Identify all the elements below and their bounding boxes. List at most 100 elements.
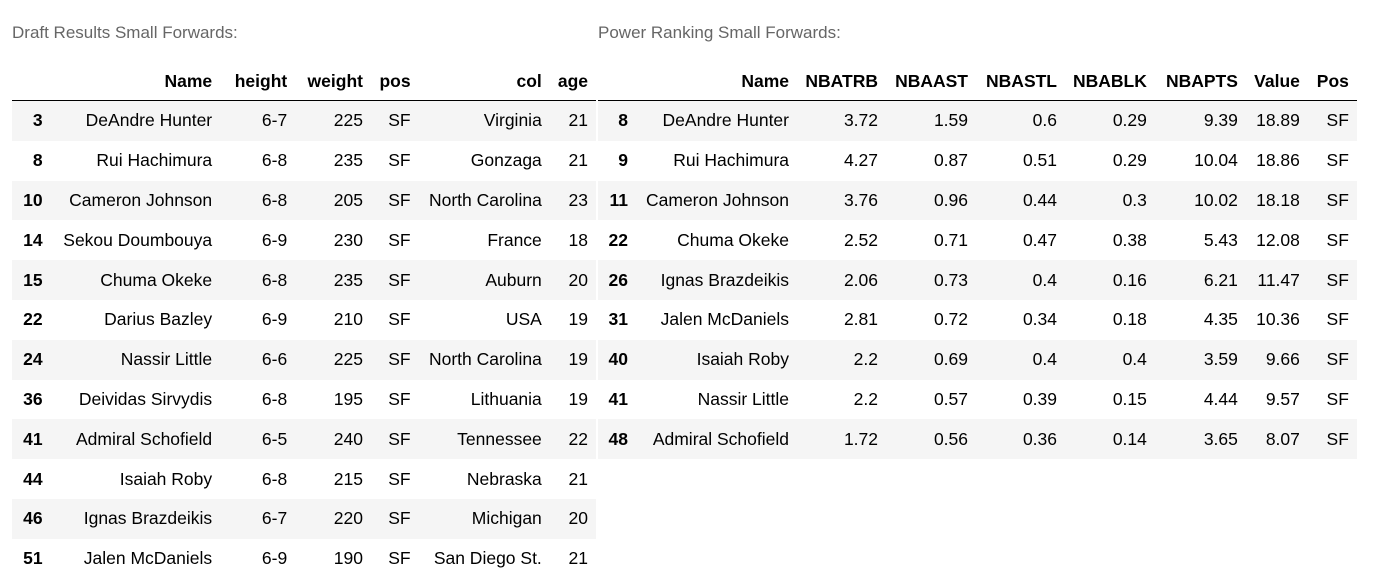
draft-table-row: 8 Rui Hachimura 6-8 235 SF Gonzaga 21 xyxy=(12,140,596,181)
draft-table-cell: 225 xyxy=(333,110,363,131)
power-table-cell: 0.18 xyxy=(1112,309,1147,330)
draft-column-header: age xyxy=(549,62,596,101)
power-table-cell: 4.35 xyxy=(1203,309,1238,330)
power-row-index: 31 xyxy=(608,309,628,330)
power-table-cell: SF xyxy=(1326,110,1349,131)
draft-table-cell: SF xyxy=(388,189,411,210)
draft-table-cell: 6-9 xyxy=(261,309,288,330)
draft-row-index: 46 xyxy=(23,508,43,529)
power-table-cell: SF xyxy=(1326,229,1349,250)
power-table-cell: 9.57 xyxy=(1265,388,1300,409)
power-table-cell: 2.2 xyxy=(853,388,878,409)
draft-table-cell: 190 xyxy=(333,548,363,569)
draft-table-cell: 225 xyxy=(333,349,363,370)
power-row-index: 40 xyxy=(608,349,628,370)
power-table-cell: Rui Hachimura xyxy=(673,150,789,171)
power-table-cell: SF xyxy=(1326,309,1349,330)
draft-row-index: 41 xyxy=(23,428,43,449)
power-table-row: 11 Cameron Johnson 3.76 0.96 0.44 0.3 10.02 18.… xyxy=(598,180,1357,221)
power-table-cell: 1.72 xyxy=(843,428,878,449)
draft-table-cell: Michigan xyxy=(471,508,542,529)
draft-table-cell: 230 xyxy=(333,229,363,250)
power-table-cell: 10.02 xyxy=(1194,189,1238,210)
power-table-cell: 18.86 xyxy=(1256,150,1300,171)
power-table-cell: 2.06 xyxy=(843,269,878,290)
power-table-cell: 0.34 xyxy=(1022,309,1057,330)
power-row-index: 41 xyxy=(608,388,628,409)
draft-table-cell: SF xyxy=(388,428,411,449)
power-table-cell: 11.47 xyxy=(1257,269,1300,290)
draft-column-header: height xyxy=(220,62,296,101)
power-table-cell: Nassir Little xyxy=(697,388,789,409)
power-table-cell: 0.73 xyxy=(933,269,968,290)
power-table-cell: Chuma Okeke xyxy=(677,229,789,250)
draft-table-cell: 6-7 xyxy=(261,110,288,131)
draft-table-cell: Deividas Sirvydis xyxy=(78,388,213,409)
draft-table-cell: North Carolina xyxy=(428,349,542,370)
draft-table-cell: Nebraska xyxy=(466,468,542,489)
power-table-cell: 0.44 xyxy=(1022,189,1057,210)
power-table-cell: 0.14 xyxy=(1112,428,1147,449)
power-row-index: 22 xyxy=(608,229,628,250)
power-table-cell: 0.51 xyxy=(1022,150,1057,171)
draft-table-cell: 6-9 xyxy=(261,548,288,569)
power-table-cell: 0.36 xyxy=(1022,428,1057,449)
draft-table-row: 24 Nassir Little 6-6 225 SF North Carolina 19 xyxy=(12,339,596,380)
power-table-cell: 0.87 xyxy=(933,150,968,171)
power-table-row: 40 Isaiah Roby 2.2 0.69 0.4 0.4 3.59 9.66 SF xyxy=(598,339,1357,380)
draft-row-index: 15 xyxy=(23,269,43,290)
power-ranking-caption: Power Ranking Small Forwards: xyxy=(598,23,841,42)
power-table-cell: 6.21 xyxy=(1203,269,1238,290)
power-column-header: NBASTL xyxy=(976,62,1065,101)
draft-table-cell: Gonzaga xyxy=(470,150,542,171)
draft-row-index: 24 xyxy=(23,349,43,370)
power-table-cell: SF xyxy=(1326,428,1349,449)
draft-row-index: 8 xyxy=(32,150,43,171)
draft-table-cell: 215 xyxy=(333,468,363,489)
power-table-cell: 2.2 xyxy=(853,349,878,370)
draft-table-cell: 6-6 xyxy=(261,349,288,370)
draft-row-index: 44 xyxy=(23,468,43,489)
draft-table-cell: 21 xyxy=(568,468,588,489)
draft-table-cell: 6-8 xyxy=(261,468,288,489)
draft-table-cell: SF xyxy=(388,269,411,290)
power-table-cell: Jalen McDaniels xyxy=(660,309,789,330)
draft-row-index: 51 xyxy=(23,548,43,569)
power-table-cell: 0.38 xyxy=(1112,229,1147,250)
power-table-cell: 0.3 xyxy=(1122,189,1147,210)
power-table-cell: Cameron Johnson xyxy=(646,189,789,210)
draft-table-cell: SF xyxy=(388,309,411,330)
draft-table-cell: 6-5 xyxy=(261,428,288,449)
draft-table-cell: 21 xyxy=(568,150,588,171)
power-table-cell: 0.56 xyxy=(933,428,968,449)
power-table-cell: SF xyxy=(1326,388,1349,409)
draft-table-cell: North Carolina xyxy=(428,189,542,210)
power-table-cell: SF xyxy=(1326,150,1349,171)
power-row-index: 11 xyxy=(609,189,629,210)
draft-table-cell: SF xyxy=(388,388,411,409)
draft-table-cell: 6-9 xyxy=(261,229,288,250)
power-table-cell: 0.71 xyxy=(933,229,968,250)
power-table-row: 31 Jalen McDaniels 2.81 0.72 0.34 0.18 4.35 10.… xyxy=(598,299,1357,340)
draft-table-cell: Admiral Schofield xyxy=(75,428,213,449)
power-table-cell: 18.18 xyxy=(1256,189,1300,210)
draft-table-cell: SF xyxy=(388,150,411,171)
draft-table-cell: Ignas Brazdeikis xyxy=(83,508,213,529)
power-table-cell: 12.08 xyxy=(1256,229,1300,250)
power-table-cell: 0.6 xyxy=(1032,110,1057,131)
draft-table-cell: DeAndre Hunter xyxy=(85,110,213,131)
power-table-cell: SF xyxy=(1326,349,1349,370)
draft-table-cell: 18 xyxy=(568,229,588,250)
power-column-header: NBABLK xyxy=(1065,62,1155,101)
power-column-header: NBATRB xyxy=(797,62,886,101)
draft-table-row: 14 Sekou Doumbouya 6-9 230 SF France 18 xyxy=(12,220,596,261)
draft-table-row: 10 Cameron Johnson 6-8 205 SF North Carolina 2… xyxy=(12,180,596,221)
draft-table-cell: 195 xyxy=(333,388,363,409)
draft-table-cell: Lithuania xyxy=(470,388,542,409)
power-table-cell: 0.47 xyxy=(1022,229,1057,250)
draft-table-cell: 210 xyxy=(333,309,363,330)
draft-table-cell: France xyxy=(487,229,542,250)
power-table-cell: 3.59 xyxy=(1203,349,1238,370)
power-table-cell: 0.16 xyxy=(1112,269,1147,290)
power-row-index: 8 xyxy=(618,110,628,131)
